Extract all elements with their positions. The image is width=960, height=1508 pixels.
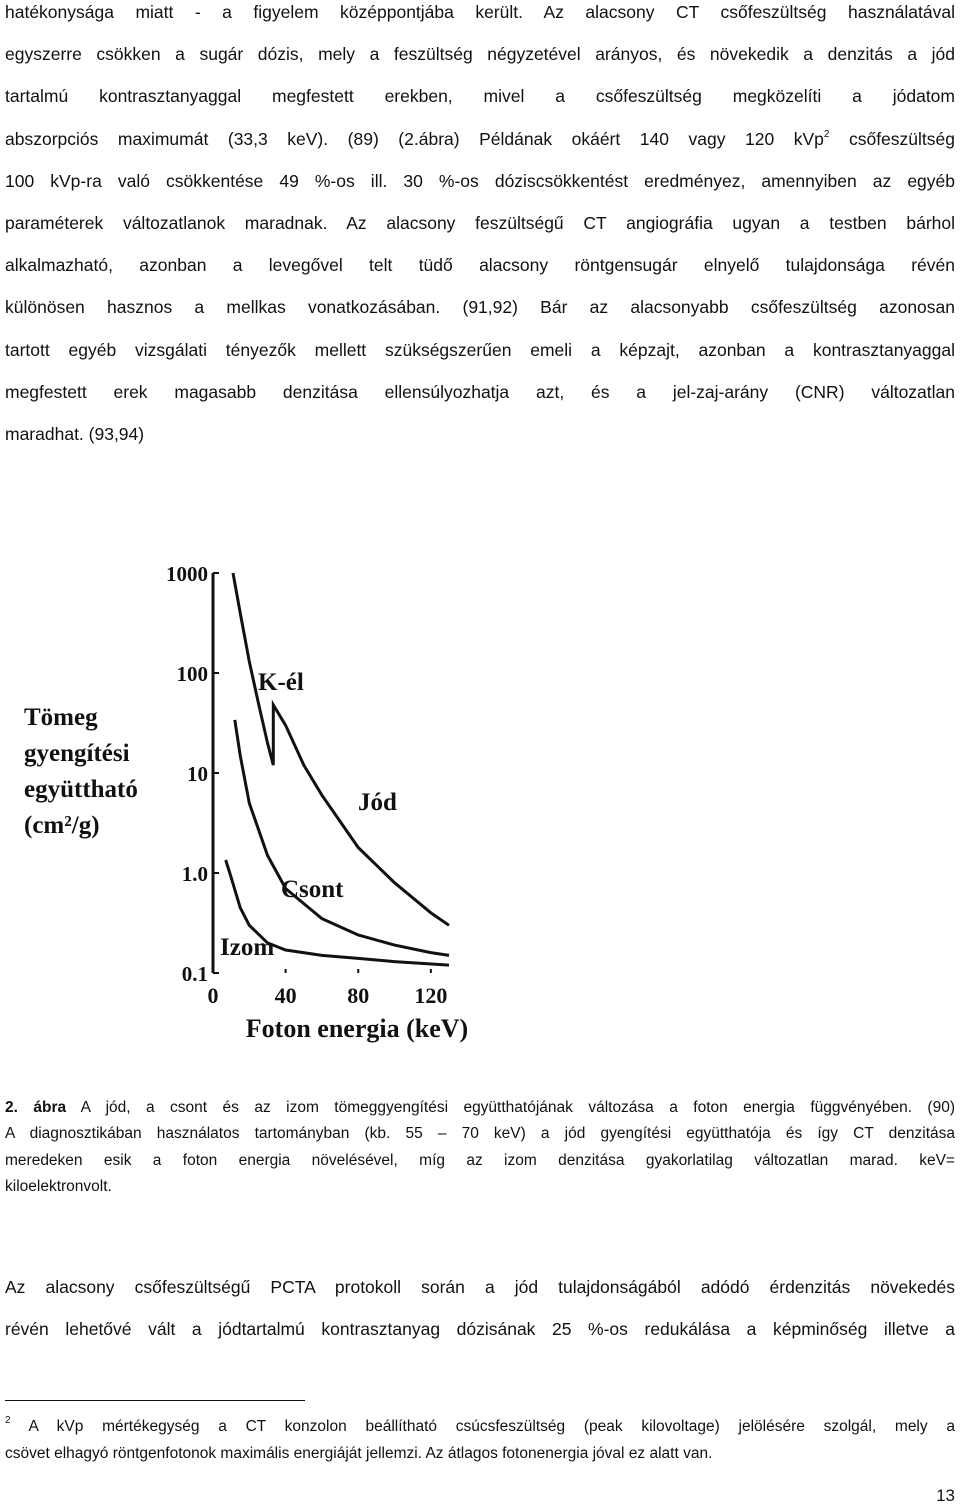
page-number: 13 [936,1486,955,1505]
caption-label: 2. ábra [5,1099,67,1116]
text-line: révén lehetővé vált a jódtartalmú kontra… [5,1319,955,1339]
footnote-line: 2 A kVp mértékegység a CT konzolon beáll… [5,1416,955,1438]
text: csőfeszültség [829,128,955,149]
x-tick-label: 80 [347,983,369,1008]
footnote-marker: 2 [5,1415,11,1426]
text-line: hatékonysága miatt - a figyelem középpon… [5,2,955,22]
text-line: maradhat. (93,94) [5,424,145,444]
text-line: megfestett erek magasabb denzitása ellen… [5,381,955,402]
text-line: paraméterek változatlanok maradnak. Az a… [5,213,955,233]
y-tick-label: 10 [187,762,208,786]
text-line: különösen hasznos a mellkas vonatkozásáb… [5,297,955,318]
y-tick-label: 100 [177,662,209,686]
curve [233,719,450,957]
caption-text: A diagnosztikában használatos tartományb… [5,1125,955,1143]
curve [224,859,450,967]
footnote-ref: 2 [823,128,830,140]
caption-text: A jód, a csont és az izom tömeggyengítés… [66,1099,956,1116]
text: abszorpciós maximumát (33,3 keV). (89) (… [5,128,824,149]
footnote-text: A kVp mértékegység a CT konzolon beállít… [10,1418,955,1435]
caption-line: 2. ábra A jód, a csont és az izom tömegg… [5,1097,955,1119]
x-axis-label: Foton energia (keV) [246,1014,468,1043]
caption-line: kiloelektronvolt. [5,1176,955,1198]
caption-text: meredeken esik a foton energia növelésév… [5,1151,955,1169]
text-line: 100 kVp-ra való csökkentése 49 %-os ill.… [5,170,955,191]
caption-text: kiloelektronvolt. [5,1177,112,1195]
curve-label: Jód [358,789,397,816]
caption-line: meredeken esik a foton energia növelésév… [5,1150,955,1172]
y-axis-label: gyengítési [24,740,130,767]
footnote-text: csövet elhagyó röntgenfotonok maximális … [5,1445,713,1462]
y-axis-label: Tömeg [24,704,98,731]
text-line: tartalmú kontrasztanyaggal megfestett er… [5,86,955,107]
figure: 0.1 1.0 10 100 1000 0 40 80 120 Tömeg gyengítési eg… [24,562,468,1043]
curve-label: Csont [281,876,344,903]
x-tick-label: 40 [275,983,297,1008]
text-line: abszorpciós maximumát (33,3 keV). (89) (… [5,127,955,151]
text-line: alkalmazható, azonban a levegővel telt t… [5,255,955,276]
footnote-line: csövet elhagyó röntgenfotonok maximális … [5,1443,955,1465]
y-axis-label: (cm²/g) [24,812,100,839]
y-tick-label: 1.0 [182,862,208,886]
text-line: Az alacsony csőfeszültségű PCTA protokol… [5,1277,955,1297]
x-tick-label: 120 [414,983,447,1008]
text-line: tartott egyéb vizsgálati tényezők mellet… [5,339,955,360]
text-line: egyszerre csökken a sugár dózis, mely a … [5,44,955,65]
y-tick-label: 1000 [166,562,208,586]
caption-line: A diagnosztikában használatos tartományb… [5,1123,955,1145]
y-tick-label: 0.1 [182,962,208,986]
footnote-rule [5,1400,305,1401]
curve [231,572,450,927]
y-axis-label: együttható [24,776,138,803]
annotation: K-él [258,669,304,696]
curve-label: Izom [220,934,274,961]
x-tick-label: 0 [208,983,219,1008]
